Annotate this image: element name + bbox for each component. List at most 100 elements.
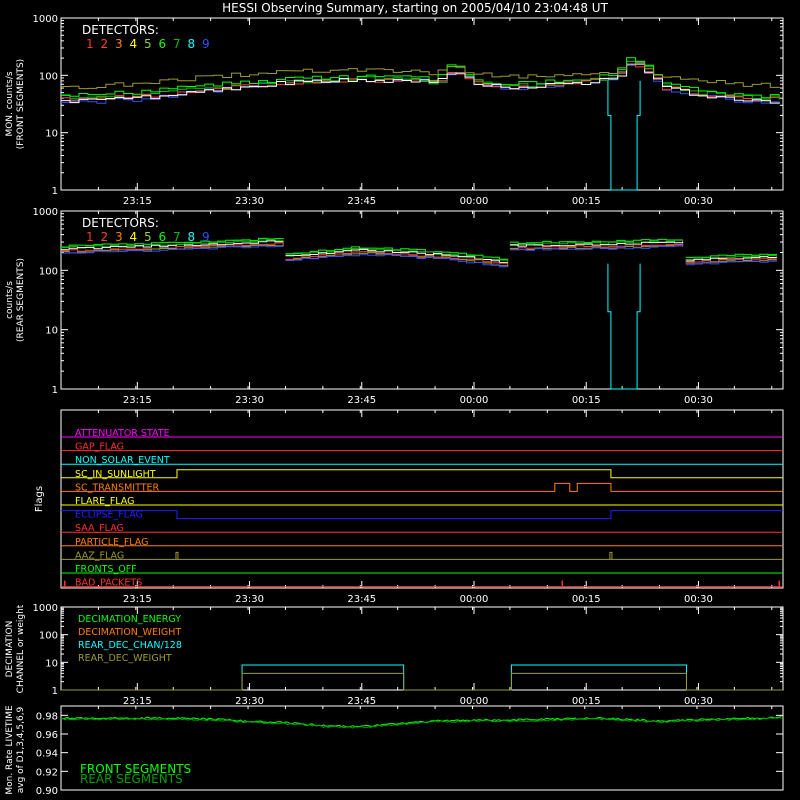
livetime-line <box>60 717 782 729</box>
flag-line <box>61 469 783 479</box>
decimation-legend-label: DECIMATION_WEIGHT <box>78 627 181 638</box>
dropout-line <box>607 263 641 390</box>
x-tick-label: 00:15 <box>572 196 601 207</box>
y-tick-label: 1000 <box>33 207 58 218</box>
flag-label: ECLIPSE_FLAG <box>75 510 143 521</box>
y-tick-label: 100 <box>39 631 58 642</box>
y-axis-label: CHANNEL or weight <box>16 604 26 693</box>
detector-legend-number: 6 <box>159 230 167 244</box>
flag-label: SC_IN_SUNLIGHT <box>75 469 156 480</box>
x-tick-label: 23:15 <box>123 696 152 707</box>
flag-label: FLARE_FLAG <box>75 496 135 507</box>
y-tick-label: 0.92 <box>36 767 58 778</box>
x-tick-label: 23:15 <box>123 594 152 605</box>
detector-legend-number: 9 <box>202 230 210 244</box>
x-tick-label: 00:15 <box>572 594 601 605</box>
figure-title: HESSI Observing Summary, starting on 200… <box>222 1 608 15</box>
front-segments-panel: 1 10 100 1000 23:15 23:30 23:45 00:00 00:15 00:30… <box>5 14 784 207</box>
detector-legend-number: 6 <box>159 37 167 51</box>
detector-legend-title: DETECTORS: <box>82 23 159 37</box>
flag-line <box>61 510 783 520</box>
plot-frame <box>60 409 784 589</box>
plot-frame <box>60 705 784 791</box>
y-axis-label: avg of D1,3,4,5,6,9 <box>16 706 26 793</box>
detector-legend-number: 4 <box>130 230 138 244</box>
rear-segments-panel: 1 10 100 1000 23:15 23:30 23:45 00:00 00:15 00:30… <box>5 207 784 406</box>
detector-legend-number: 5 <box>144 230 152 244</box>
plot-frame <box>60 17 784 191</box>
detector-legend-number: 2 <box>101 230 109 244</box>
x-tick-label: 23:15 <box>123 196 152 207</box>
y-tick-label: 1 <box>52 686 58 697</box>
y-axis-label: DECIMATION <box>5 621 15 678</box>
y-tick-label: 1 <box>52 186 58 197</box>
detector-legend-number: 2 <box>101 37 109 51</box>
rear-series-line <box>61 237 284 248</box>
y-tick-label: 0.98 <box>36 711 58 722</box>
flag-label: AAZ_FLAG <box>75 550 124 561</box>
x-tick-label: 00:30 <box>684 196 713 207</box>
y-tick-label: 10 <box>45 326 58 337</box>
x-tick-label: 23:30 <box>235 594 264 605</box>
y-tick-label: 1000 <box>33 603 58 614</box>
x-tick-label: 00:30 <box>684 696 713 707</box>
x-tick-label: 23:45 <box>347 696 376 707</box>
flag-label: GAP_FLAG <box>75 442 124 453</box>
y-tick-label: 100 <box>39 71 58 82</box>
flag-label: ATTENUATOR STATE <box>75 428 170 439</box>
detector-legend-number: 4 <box>130 37 138 51</box>
detector-legend-number: 8 <box>188 230 196 244</box>
y-axis-label: counts/s <box>5 281 15 319</box>
x-tick-label: 23:45 <box>347 594 376 605</box>
x-tick-label: 00:00 <box>460 196 489 207</box>
rear-series-line <box>285 248 509 263</box>
y-axis-label: Mon. Rate LIVETIME <box>5 705 15 795</box>
detector-legend-number: 7 <box>173 37 181 51</box>
front-series-line <box>61 61 780 90</box>
rear-series-line <box>509 239 684 246</box>
y-tick-label: 10 <box>45 658 58 669</box>
y-tick-label: 0.90 <box>36 786 58 797</box>
rear-series-line <box>285 246 509 260</box>
detector-legend-title: DETECTORS: <box>82 216 159 230</box>
y-axis-label: MON. counts/s <box>5 71 15 136</box>
rear-series-line <box>685 258 777 263</box>
livetime-line <box>60 715 782 728</box>
x-tick-label: 23:30 <box>235 196 264 207</box>
rear-series-line <box>61 240 284 251</box>
rear-series-line <box>509 238 684 244</box>
x-tick-label: 00:00 <box>460 594 489 605</box>
rear-series-line <box>285 254 509 268</box>
x-tick-label: 23:45 <box>347 196 376 207</box>
y-axis-label: (REAR SEGMENTS) <box>16 258 26 342</box>
flag-label: SC_TRANSMITTER <box>75 482 160 493</box>
flags-axis-label: Flags <box>34 486 45 512</box>
flag-spike <box>609 551 613 560</box>
decimation-legend-label: REAR_DEC_CHAN/128 <box>78 640 182 651</box>
detector-legend-number: 5 <box>144 37 152 51</box>
x-tick-label: 00:15 <box>572 696 601 707</box>
rear-series-line <box>285 251 509 266</box>
decimation-line <box>61 672 783 691</box>
y-tick-label: 0.94 <box>36 749 58 760</box>
livetime-legend-label: FRONT SEGMENTS <box>80 762 191 776</box>
y-tick-label: 1000 <box>33 14 58 25</box>
flag-label: FRONTS_OFF <box>75 564 137 575</box>
rear-series-line <box>509 241 684 247</box>
y-axis-label: (FRONT SEGMENTS) <box>16 59 26 149</box>
y-tick-label: 10 <box>45 129 58 140</box>
decimation-line <box>61 664 783 691</box>
dropout-line <box>607 80 641 191</box>
livetime-panel: 0.90 0.92 0.94 0.96 0.98 Mon. Rate LIVETIME av… <box>5 705 784 797</box>
plot-frame <box>60 210 784 390</box>
decimation-legend-label: REAR_DEC_WEIGHT <box>78 653 172 664</box>
decimation-panel: 1 10 100 1000 23:15 23:30 23:45 00:00 00:15 00:30… <box>5 603 784 707</box>
x-tick-label: 23:30 <box>235 395 264 406</box>
detector-legend-number: 3 <box>115 37 123 51</box>
flag-label: BAD_PACKETS <box>75 578 142 589</box>
flag-spike <box>175 551 179 560</box>
x-tick-label: 00:30 <box>684 594 713 605</box>
y-tick-label: 100 <box>39 266 58 277</box>
rear-series-line <box>61 245 284 254</box>
